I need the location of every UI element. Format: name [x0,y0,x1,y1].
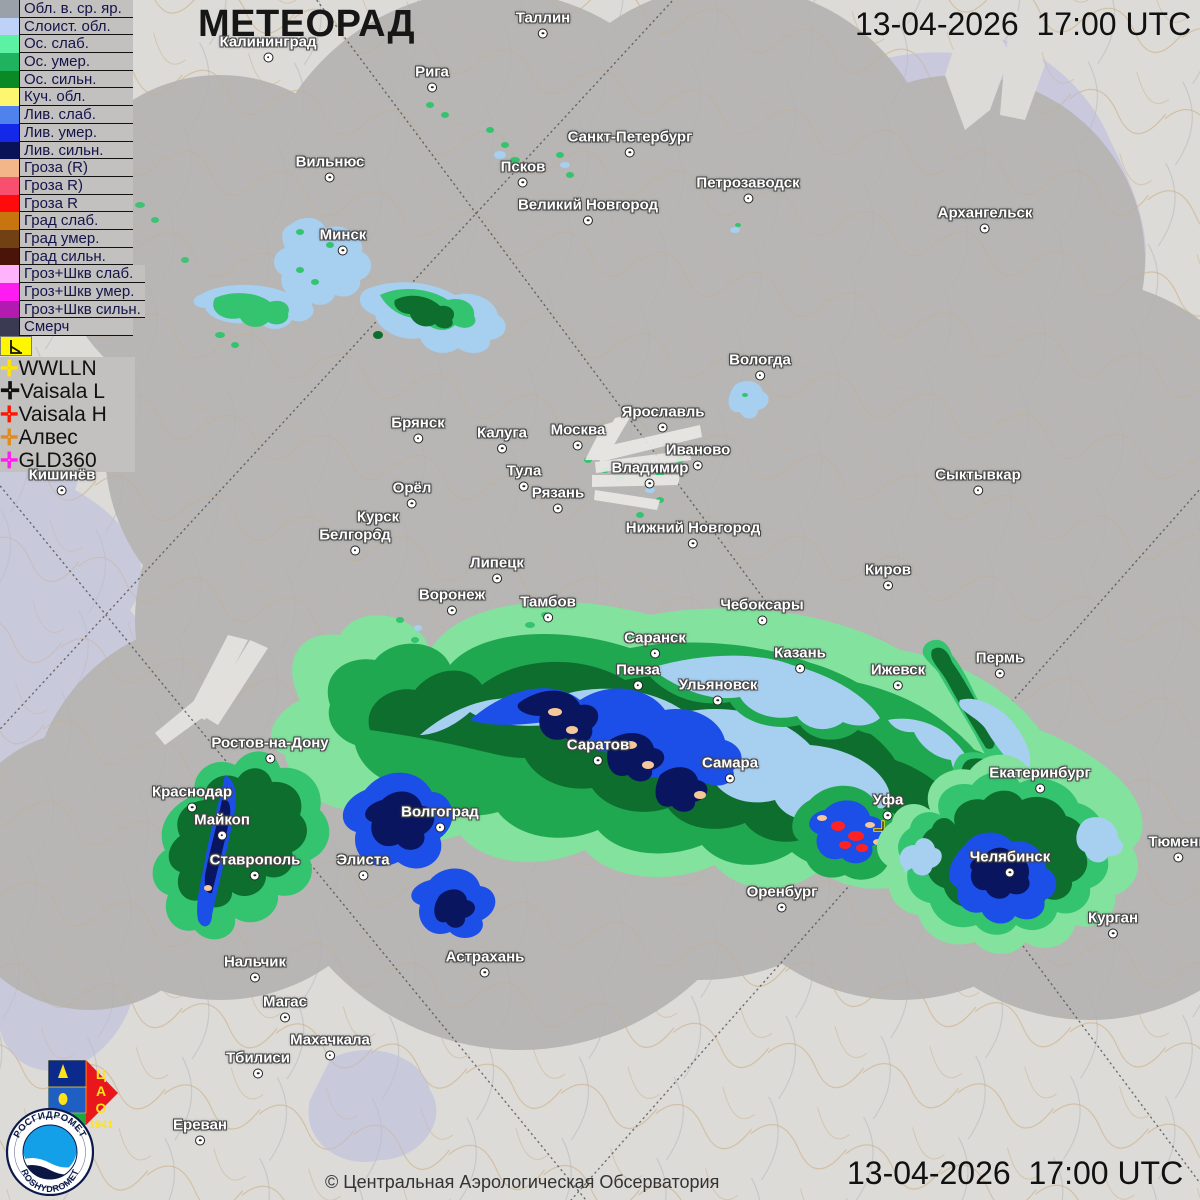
svg-text:О: О [96,1100,107,1116]
svg-text:Ц: Ц [96,1066,107,1082]
svg-text:А: А [96,1083,106,1099]
